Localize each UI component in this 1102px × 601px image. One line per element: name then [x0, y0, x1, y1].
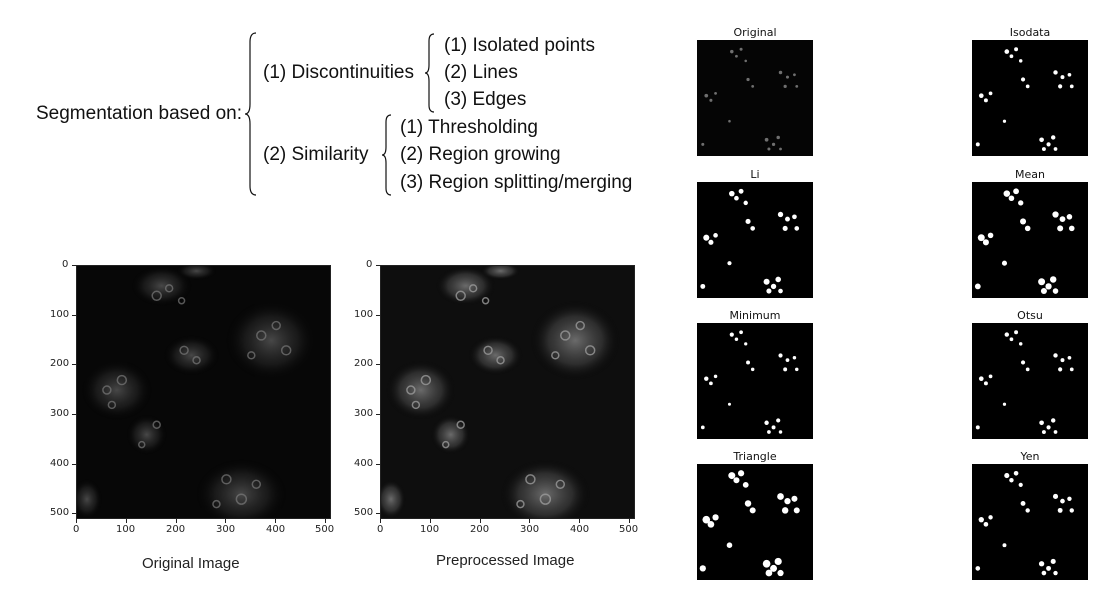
thumb-image [697, 40, 813, 156]
thumb-image [972, 323, 1088, 439]
x-tick-label: 300 [216, 524, 236, 535]
thumb-title: Triangle [733, 450, 777, 463]
thumb-triangle: Triangle [697, 450, 813, 580]
thumb-minimum: Minimum [697, 309, 813, 439]
preprocessed-image-axes [380, 265, 635, 519]
y-tick-label: 100 [50, 309, 70, 320]
item-lines: (2) Lines [444, 62, 518, 83]
thumb-image [972, 464, 1088, 580]
y-tick-label: 400 [354, 458, 374, 469]
thumb-title: Li [750, 168, 760, 181]
y-tick-label: 400 [50, 458, 70, 469]
y-tick-label: 500 [50, 507, 70, 518]
y-tick-label: 0 [62, 259, 69, 270]
x-tick-label: 400 [266, 524, 286, 535]
item-region-splitting-merging: (3) Region splitting/merging [400, 172, 633, 193]
y-tick-label: 100 [354, 309, 374, 320]
thumb-image [972, 40, 1088, 156]
thumb-original: Original [697, 26, 813, 156]
x-tick-label: 400 [570, 524, 590, 535]
x-tick-label: 300 [520, 524, 540, 535]
original-image-caption: Original Image [142, 555, 240, 572]
thumb-title: Yen [1020, 450, 1040, 463]
thumb-image [972, 182, 1088, 298]
item-region-growing: (2) Region growing [400, 144, 561, 165]
preprocessed-image-caption: Preprocessed Image [436, 552, 575, 569]
thumb-image [697, 182, 813, 298]
x-tick-label: 500 [315, 524, 335, 535]
original-image-axes [76, 265, 331, 519]
group-label-similarity: (2) Similarity [263, 144, 369, 165]
thumb-image [697, 464, 813, 580]
group-label-discontinuities: (1) Discontinuities [263, 62, 414, 83]
x-tick-label: 200 [470, 524, 490, 535]
taxonomy-root: Segmentation based on: [36, 103, 242, 124]
x-tick-label: 0 [73, 524, 80, 535]
x-tick-label: 200 [166, 524, 186, 535]
y-tick-label: 300 [354, 408, 374, 419]
thumb-title: Original [733, 26, 777, 39]
x-tick-label: 0 [377, 524, 384, 535]
y-tick-label: 500 [354, 507, 374, 518]
y-tick-label: 300 [50, 408, 70, 419]
item-edges: (3) Edges [444, 89, 527, 110]
x-tick-label: 100 [116, 524, 136, 535]
thumb-image [697, 323, 813, 439]
y-tick-label: 200 [354, 358, 374, 369]
thumb-isodata: Isodata [972, 26, 1088, 156]
thumb-title: Otsu [1017, 309, 1043, 322]
thumb-yen: Yen [972, 450, 1088, 580]
original-cell-image [77, 266, 330, 518]
item-isolated-points: (1) Isolated points [444, 35, 596, 56]
y-tick-label: 0 [366, 259, 373, 270]
similarity-brace [381, 114, 392, 196]
y-tick-label: 200 [50, 358, 70, 369]
thumb-title: Mean [1015, 168, 1045, 181]
x-tick-label: 500 [619, 524, 639, 535]
thumb-title: Isodata [1009, 26, 1051, 39]
discontinuities-brace [424, 33, 435, 113]
thumb-li: Li [697, 168, 813, 298]
thumb-otsu: Otsu [972, 309, 1088, 439]
thumb-mean: Mean [972, 168, 1088, 298]
x-tick-label: 100 [420, 524, 440, 535]
preprocessed-cell-image [381, 266, 634, 518]
root-brace [244, 32, 257, 196]
thumb-title: Minimum [729, 309, 781, 322]
item-thresholding: (1) Thresholding [400, 117, 539, 138]
